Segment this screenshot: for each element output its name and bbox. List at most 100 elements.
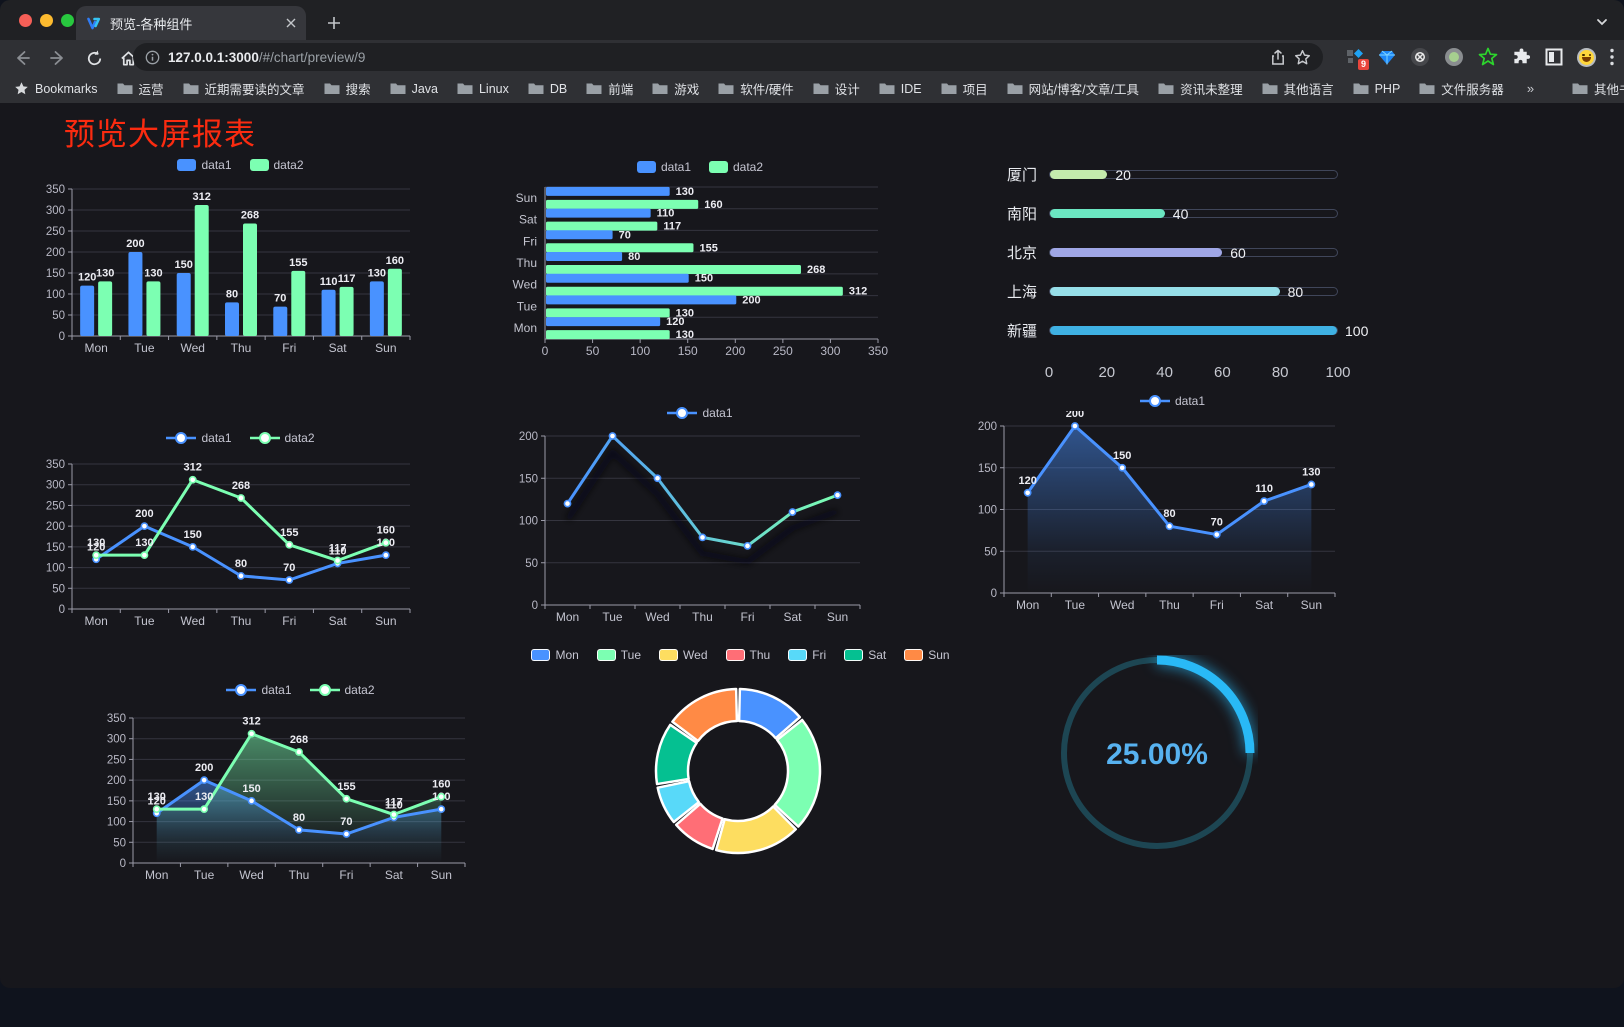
bookmark-folder[interactable]: IDE [879,82,922,96]
legend-item[interactable]: data1 [636,160,691,174]
bookmark-folder[interactable]: Linux [457,82,509,96]
site-info-icon[interactable] [145,50,160,65]
legend-item[interactable]: data1 [667,406,733,420]
svg-text:200: 200 [135,508,153,520]
svg-text:130: 130 [144,267,162,279]
svg-text:Fri: Fri [1210,598,1224,612]
reload-button[interactable] [82,46,106,70]
legend-item[interactable]: Tue [596,648,641,662]
bookmark-folder-label: PHP [1374,81,1401,96]
bookmark-folder[interactable]: 资讯未整理 [1158,79,1243,98]
bookmark-folder[interactable]: 软件/硬件 [718,79,794,98]
svg-text:25.00%: 25.00% [1106,738,1208,771]
new-tab-button[interactable] [320,9,348,37]
back-button[interactable] [10,46,34,70]
svg-text:155: 155 [280,527,298,539]
bookmark-folder[interactable]: 项目 [941,79,988,98]
browser-tab[interactable]: 预览-各种组件 [76,6,306,40]
svg-text:50: 50 [984,546,997,558]
bookmark-folder-label: 网站/博客/文章/工具 [1028,83,1140,97]
emoji-extension-icon[interactable] [1577,47,1596,67]
legend-swatch [709,161,728,173]
progress-bar-chart: 厦门 20 南阳 40 北京 60 上海 80 新疆 100 0 20 40 60 80 100 [985,155,1390,390]
bookmark-folder[interactable]: 文件服务器 [1419,79,1504,98]
folder-icon [324,83,340,94]
svg-text:117: 117 [385,797,403,809]
bookmark-folder[interactable]: 设计 [813,79,860,98]
bookmark-star-icon[interactable] [1294,49,1311,66]
folder-icon [813,83,829,94]
grouped-bar-chart: data1 data2 0 50 100 150 200 250 300 350 Mon Tue Wed… [38,150,443,365]
fullscreen-window-button[interactable] [61,14,74,27]
legend-item[interactable]: Wed [659,648,708,662]
knot-extension-icon[interactable] [1410,47,1430,67]
bookmarks-overflow-chevron[interactable]: » [1526,81,1535,96]
extension-badge: 9 [1357,59,1369,70]
legend-item[interactable]: data2 [249,431,315,445]
other-bookmarks-folder[interactable]: 其他书签 [1572,79,1624,98]
minimize-window-button[interactable] [40,14,53,27]
gem-extension-icon[interactable] [1378,48,1396,66]
legend-swatch [636,161,656,173]
tabstrip-chevron-icon[interactable] [1592,12,1612,32]
bookmark-folder-label: 搜索 [345,83,371,97]
legend-item[interactable]: Sun [904,648,950,662]
progress-row: 厦门 20 [985,155,1390,194]
url-text[interactable]: 127.0.0.1:3000/#/chart/preview/9 [168,50,1262,65]
share-icon[interactable] [1270,49,1286,66]
progress-fill [1050,170,1108,179]
legend-item[interactable]: Mon [531,648,579,662]
svg-text:Sun: Sun [375,341,396,355]
folder-icon [457,83,473,94]
two-series-area-chart: data1 data2 0 50 100 150 200 250 300 350 Mon Tue Wed… [98,675,503,890]
legend-item[interactable]: Thu [725,648,771,662]
green-star-extension-icon[interactable] [1478,47,1498,67]
forward-button[interactable] [46,46,70,70]
legend-item[interactable]: data2 [309,683,375,697]
bookmark-folder[interactable]: 前端 [586,79,633,98]
legend-item[interactable]: data2 [709,160,763,174]
bookmarks-root[interactable]: Bookmarks [14,81,98,96]
bookmark-folder[interactable]: 运营 [117,79,164,98]
area-line-chart: data1 0 50 100 150 200 Mon Tue Wed Thu Fri Sat Sun 12… [960,386,1385,620]
dark-reader-icon[interactable] [1545,48,1563,66]
legend-item[interactable]: data1 [1139,394,1205,408]
legend-item[interactable]: Sat [844,648,886,662]
svg-text:0: 0 [532,600,538,612]
legend-item[interactable]: data1 [177,158,232,172]
extensions-puzzle-icon[interactable] [1512,47,1531,67]
bookmark-folder[interactable]: 游戏 [652,79,699,98]
bookmark-folder[interactable]: DB [528,82,567,96]
home-button[interactable] [116,46,140,70]
bookmark-folder[interactable]: 近期需要读的文章 [183,79,305,98]
bookmark-folder[interactable]: 搜索 [324,79,371,98]
legend-item[interactable]: Fri [788,648,826,662]
address-bar[interactable]: 127.0.0.1:3000/#/chart/preview/9 [133,43,1323,71]
legend-swatch [596,649,616,661]
svg-text:80: 80 [628,251,640,263]
bookmark-folder[interactable]: Java [390,82,438,96]
tab-close-icon[interactable] [286,18,296,28]
folder-icon [1007,83,1023,94]
legend-label: Thu [749,648,771,662]
legend-item[interactable]: data1 [226,683,292,697]
svg-text:Sun: Sun [375,614,396,628]
axis-tick-label: 20 [1098,364,1116,381]
svg-text:Mon: Mon [514,321,537,335]
svg-text:Sun: Sun [516,191,537,205]
chart-legend: data1 [500,403,900,423]
bookmark-folder[interactable]: 其他语言 [1262,79,1334,98]
bookmark-folder[interactable]: PHP [1353,81,1401,96]
progress-value: 20 [1115,166,1131,183]
close-window-button[interactable] [19,14,32,27]
progress-value: 100 [1345,322,1369,339]
green-dot-extension-icon[interactable] [1444,47,1464,67]
bookmark-folder[interactable]: 网站/博客/文章/工具 [1007,79,1139,98]
svg-text:200: 200 [978,421,997,433]
svg-text:160: 160 [432,779,450,791]
svg-text:117: 117 [338,273,356,285]
browser-menu-icon[interactable] [1610,48,1614,66]
legend-item[interactable]: data2 [249,158,304,172]
legend-item[interactable]: data1 [166,431,232,445]
extension-grid-icon[interactable]: 9 [1346,48,1369,70]
